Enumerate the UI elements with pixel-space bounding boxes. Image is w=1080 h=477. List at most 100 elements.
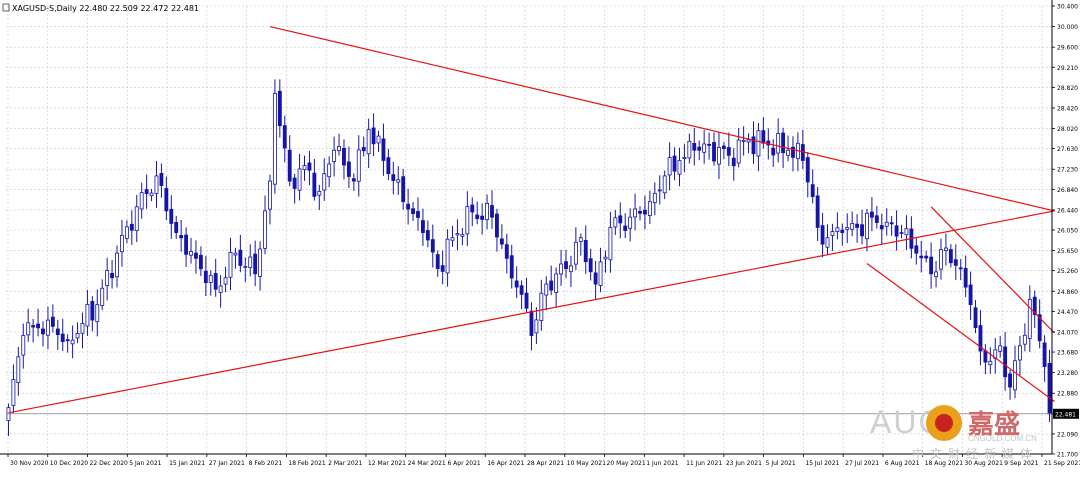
candle-bull bbox=[934, 271, 938, 277]
candle-bull bbox=[356, 149, 361, 182]
candle-bull bbox=[741, 139, 746, 142]
candle-bull bbox=[272, 93, 277, 185]
candle-bear bbox=[406, 203, 411, 210]
candle-bull bbox=[445, 238, 450, 274]
candle-bull bbox=[268, 180, 272, 210]
candle-bear bbox=[1008, 373, 1012, 388]
candle-bear bbox=[707, 143, 712, 146]
candle-bull bbox=[682, 157, 687, 159]
candle-bear bbox=[919, 255, 924, 259]
symbol-marker-icon bbox=[2, 3, 10, 12]
y-tick-label: 28.420 bbox=[1057, 105, 1078, 112]
candle-bear bbox=[238, 249, 243, 266]
candle-bear bbox=[1037, 314, 1042, 342]
y-tick-label: 30.400 bbox=[1057, 4, 1078, 11]
x-tick-label: 16 Apr 2021 bbox=[487, 460, 524, 467]
x-tick-label: 8 Feb 2021 bbox=[249, 460, 283, 467]
candle-bull bbox=[297, 168, 302, 191]
candle-bull bbox=[332, 149, 337, 162]
candle-bull bbox=[647, 201, 652, 217]
candle-bear bbox=[751, 136, 756, 155]
candle-bear bbox=[879, 225, 884, 230]
candle-bear bbox=[411, 208, 415, 214]
candle-bull bbox=[559, 263, 564, 275]
candle-bull bbox=[939, 249, 943, 270]
candle-bull bbox=[569, 265, 573, 273]
candle-bear bbox=[805, 157, 810, 183]
candle-bear bbox=[958, 267, 963, 270]
candle-bear bbox=[420, 220, 425, 233]
candle-bull bbox=[613, 217, 618, 228]
candle-bull bbox=[80, 323, 85, 334]
candle-bull bbox=[534, 319, 539, 334]
candle-bear bbox=[529, 310, 534, 336]
candle-bull bbox=[322, 173, 327, 191]
x-tick-label: 6 Apr 2021 bbox=[447, 460, 480, 467]
y-tick-label: 27.230 bbox=[1057, 167, 1078, 174]
candle-bull bbox=[884, 221, 889, 227]
candle-bull bbox=[667, 157, 672, 176]
candle-bear bbox=[346, 161, 351, 177]
axes: 30.400 30.000 29.600 29.210 28.820 28.420 28.0… bbox=[0, 0, 1080, 467]
candle-bear bbox=[475, 214, 480, 219]
x-tick-label: 21 Sep 2021 bbox=[1044, 460, 1080, 467]
candle-bull bbox=[1013, 360, 1017, 391]
y-tick-label: 27.630 bbox=[1057, 146, 1078, 153]
x-tick-label: 6 Aug 2021 bbox=[885, 460, 920, 467]
candle-bear bbox=[1032, 296, 1037, 316]
candle-bull bbox=[776, 133, 781, 154]
candle-bear bbox=[771, 147, 776, 156]
y-tick-label: 28.020 bbox=[1057, 126, 1078, 133]
candle-bear bbox=[929, 256, 934, 275]
candle-bull bbox=[233, 252, 238, 256]
candle-bear bbox=[973, 307, 978, 328]
candle-bear bbox=[430, 239, 435, 253]
x-tick-label: 11 Jun 2021 bbox=[686, 460, 722, 467]
candle-bear bbox=[490, 205, 494, 218]
price-tag bbox=[1053, 408, 1079, 419]
candle-bull bbox=[904, 228, 909, 236]
candle-bear bbox=[514, 280, 519, 288]
candle-bear bbox=[55, 328, 60, 336]
candle-bear bbox=[440, 265, 445, 272]
watermark-brand: 嘉盛 bbox=[968, 409, 1021, 439]
candle-bull bbox=[248, 256, 253, 268]
candle-bear bbox=[31, 325, 36, 328]
candle-bear bbox=[509, 255, 514, 279]
candle-bear bbox=[480, 215, 485, 220]
candle-bear bbox=[144, 189, 149, 194]
y-tick-label: 24.860 bbox=[1057, 289, 1078, 296]
candle-bear bbox=[174, 222, 179, 233]
candle-bull bbox=[865, 212, 869, 240]
candle-bull bbox=[223, 277, 228, 285]
y-tick-label: 25.650 bbox=[1057, 248, 1078, 255]
y-tick-label: 24.470 bbox=[1057, 309, 1078, 316]
candle-bear bbox=[963, 267, 968, 288]
candle-bear bbox=[731, 157, 736, 167]
candle-bull bbox=[943, 247, 948, 251]
trendline[interactable] bbox=[269, 26, 1055, 212]
candle-bear bbox=[781, 132, 786, 154]
chart-title: XAGUSD-S,Daily 22.480 22.509 22.472 22.4… bbox=[12, 4, 199, 13]
candle-bull bbox=[835, 227, 840, 232]
y-tick-label: 21.700 bbox=[1057, 452, 1078, 459]
candle-bear bbox=[342, 147, 346, 166]
candle-bull bbox=[21, 335, 26, 356]
trendline[interactable] bbox=[930, 206, 1055, 334]
candle-bear bbox=[60, 333, 65, 342]
candle-bull bbox=[396, 179, 401, 183]
candle-bull bbox=[850, 223, 855, 230]
x-tick-label: 27 Jan 2021 bbox=[209, 460, 245, 467]
trendline[interactable] bbox=[866, 262, 1055, 402]
trendline[interactable] bbox=[8, 210, 1055, 414]
candle-bear bbox=[184, 234, 189, 255]
candle-bear bbox=[874, 215, 879, 223]
candle-bull bbox=[11, 379, 16, 406]
candle-bear bbox=[840, 229, 845, 233]
y-tick-label: 26.840 bbox=[1057, 187, 1078, 194]
x-tick-label: 15 Jul 2021 bbox=[805, 460, 839, 467]
candle-bear bbox=[391, 174, 396, 181]
candle-bear bbox=[761, 130, 766, 144]
candle-bear bbox=[583, 240, 588, 263]
